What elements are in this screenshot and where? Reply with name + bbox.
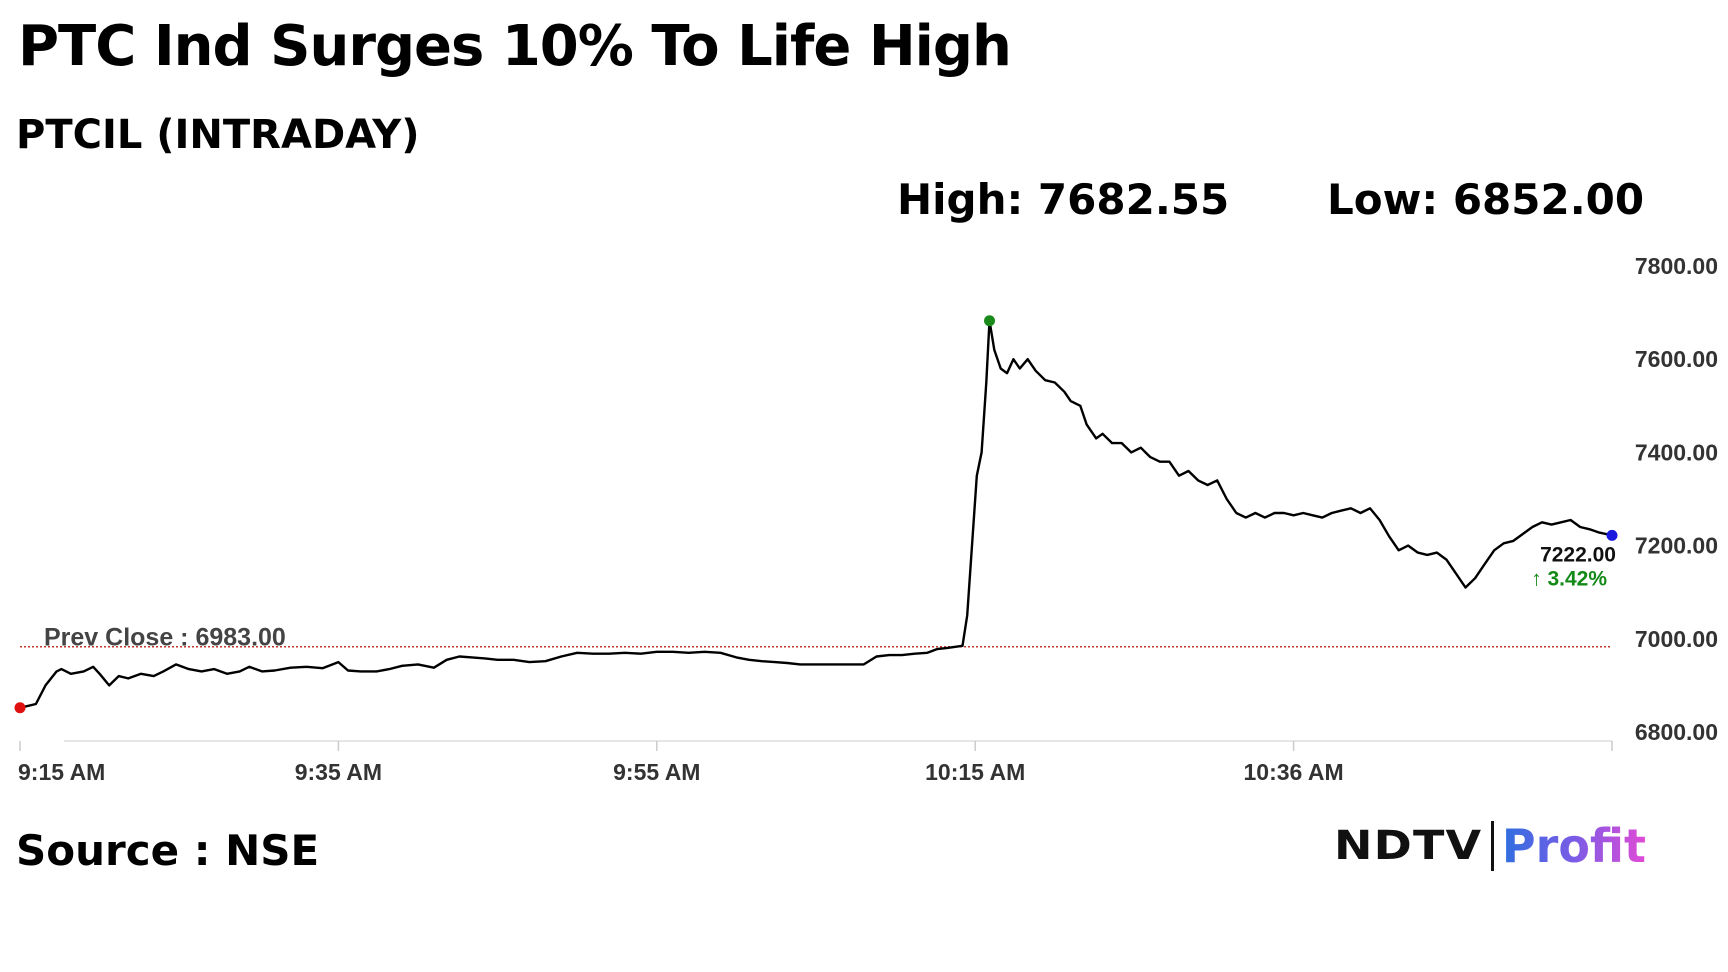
price-series (19, 319, 1613, 709)
y-tick-label: 7600.00 (1635, 346, 1718, 372)
last-price-dot (1606, 529, 1618, 541)
x-tick-label: 9:55 AM (613, 759, 700, 785)
x-tick-label: 10:15 AM (925, 759, 1025, 785)
prev-close-line: Prev Close : 6983.00 (20, 624, 1612, 652)
x-axis: 9:15 AM 9:35 AM 9:55 AM 10:15 AM 10:36 AM (18, 740, 1613, 785)
x-tick-label: 9:35 AM (295, 759, 382, 785)
x-tick-label: 9:15 AM (18, 759, 105, 785)
y-tick-label: 7000.00 (1635, 626, 1718, 652)
price-line (19, 319, 1613, 709)
x-tick-label: 10:36 AM (1244, 759, 1344, 785)
logo-separator (1490, 821, 1494, 871)
high-marker-dot (984, 315, 996, 327)
y-tick-label: 7200.00 (1635, 533, 1718, 559)
source-label: Source : NSE (16, 826, 320, 875)
last-change-label: ↑ 3.42% (1531, 567, 1607, 590)
chart-title: PTC Ind Surges 10% To Life High (18, 14, 1012, 79)
y-tick-label: 7400.00 (1635, 439, 1718, 465)
logo-profit-text: Profit (1501, 819, 1647, 873)
low-marker-dot (14, 702, 26, 714)
chart-subtitle: PTCIL (INTRADAY) (16, 112, 420, 158)
low-value: Low: 6852.00 (1327, 175, 1645, 224)
logo-ndtv-text: NDTV (1334, 823, 1483, 869)
y-axis: 7800.00 7600.00 7400.00 7200.00 7000.00 6800.… (1635, 253, 1718, 745)
intraday-price-chart: 7800.00 7600.00 7400.00 7200.00 7000.00 6800.… (14, 253, 1718, 785)
y-tick-label: 6800.00 (1635, 719, 1718, 745)
y-tick-label: 7800.00 (1635, 253, 1718, 279)
ndtv-profit-logo: NDTV Profit (1334, 819, 1647, 873)
high-value: High: 7682.55 (897, 175, 1230, 224)
prev-close-label: Prev Close : 6983.00 (44, 624, 286, 652)
last-price-label: 7222.00 (1540, 543, 1616, 566)
markers: 7222.00↑ 3.42% (14, 315, 1618, 714)
